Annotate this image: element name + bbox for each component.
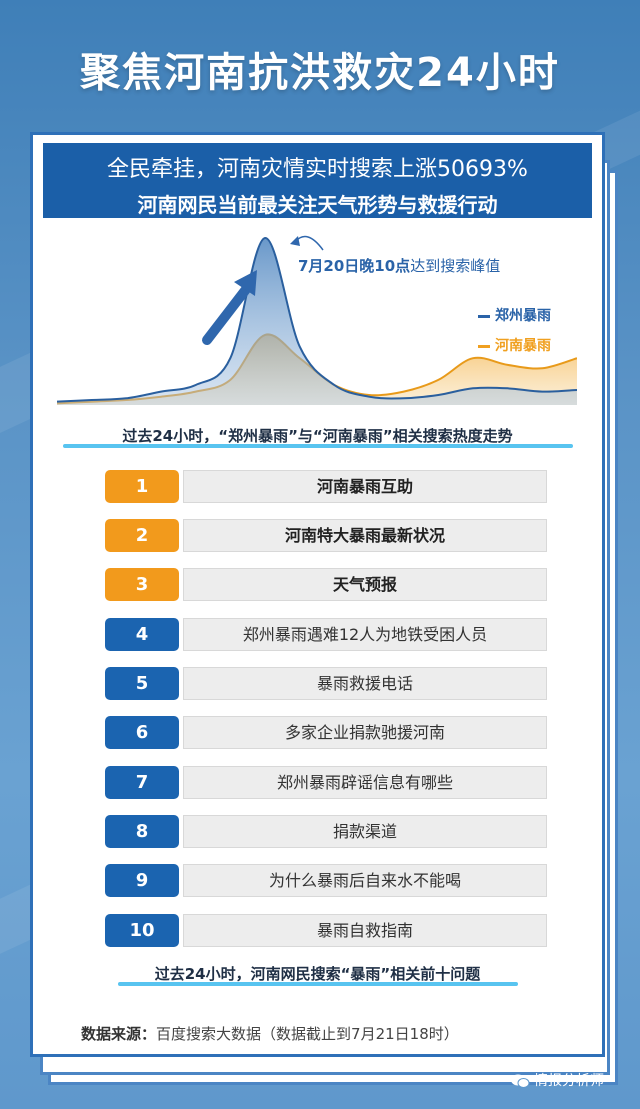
peak-pointer-head [290, 236, 300, 246]
list-item: 2 河南特大暴雨最新状况 [105, 519, 547, 552]
caption-underline [118, 982, 518, 986]
legend-label: 郑州暴雨 [495, 308, 551, 324]
list-item: 10 暴雨自救指南 [105, 914, 547, 947]
peak-annotation: 7月20日晚10点达到搜索峰值 [298, 255, 500, 276]
source-name: 百度搜索大数据 [156, 1025, 262, 1043]
source-label: 数据来源： [81, 1025, 157, 1043]
headline-banner: 全民牵挂，河南灾情实时搜索上涨50693% 河南网民当前最关注天气形势与救援行动 [43, 143, 592, 218]
rank-number: 6 [105, 716, 179, 749]
trend-caption: 过去24小时，“郑州暴雨”与“河南暴雨”相关搜索热度走势 [33, 425, 602, 448]
rank-text: 暴雨救援电话 [183, 667, 547, 700]
rank-text: 天气预报 [183, 568, 547, 601]
rank-number: 3 [105, 568, 179, 601]
info-card: 全民牵挂，河南灾情实时搜索上涨50693% 河南网民当前最关注天气形势与救援行动… [30, 132, 605, 1057]
rank-number: 2 [105, 519, 179, 552]
rank-number: 4 [105, 618, 179, 651]
rank-text: 郑州暴雨辟谣信息有哪些 [183, 766, 547, 799]
caption-text: 过去24小时，“郑州暴雨”与“河南暴雨”相关搜索热度走势 [122, 427, 513, 445]
rank-text: 捐款渠道 [183, 815, 547, 848]
rank-number: 10 [105, 914, 179, 947]
rank-number: 1 [105, 470, 179, 503]
wechat-icon [511, 1074, 530, 1088]
list-item: 9 为什么暴雨后自来水不能喝 [105, 864, 547, 897]
rank-number: 5 [105, 667, 179, 700]
ranking-caption: 过去24小时，河南网民搜索“暴雨”相关前十问题 [33, 963, 602, 986]
caption-text: 过去24小时，河南网民搜索“暴雨”相关前十问题 [154, 965, 481, 983]
trend-up-arrow-head [234, 270, 257, 296]
legend-swatch [478, 314, 490, 318]
list-item: 3 天气预报 [105, 568, 547, 601]
watermark-text: 情报分析师 [534, 1073, 604, 1089]
rank-text: 河南暴雨互助 [183, 470, 547, 503]
legend-item-zhengzhou: 郑州暴雨 [478, 305, 551, 325]
rank-text: 郑州暴雨遇难12人为地铁受困人员 [183, 618, 547, 651]
list-item: 6 多家企业捐款驰援河南 [105, 716, 547, 749]
list-item: 8 捐款渠道 [105, 815, 547, 848]
rank-number: 8 [105, 815, 179, 848]
series-line-zhengzhou [57, 237, 577, 403]
legend-item-henan: 河南暴雨 [478, 335, 551, 355]
headline-line-1: 全民牵挂，河南灾情实时搜索上涨50693% [107, 157, 528, 182]
series-area-henan [57, 334, 577, 405]
rank-text: 河南特大暴雨最新状况 [183, 519, 547, 552]
rank-text: 多家企业捐款驰援河南 [183, 716, 547, 749]
source-note: （数据截止到7月21日18时） [261, 1025, 459, 1043]
list-item: 7 郑州暴雨辟谣信息有哪些 [105, 766, 547, 799]
watermark: 情报分析师 [510, 1070, 604, 1090]
trend-chart [57, 235, 577, 405]
caption-underline [63, 444, 573, 448]
trend-up-arrow [202, 283, 252, 345]
legend-label: 河南暴雨 [495, 338, 551, 354]
peak-time: 7月20日晚10点 [298, 257, 411, 275]
headline-line-2: 河南网民当前最关注天气形势与救援行动 [137, 193, 498, 217]
data-source: 数据来源：百度搜索大数据（数据截止到7月21日18时） [81, 1023, 459, 1044]
page-title: 聚焦河南抗洪救灾24小时 [80, 50, 560, 96]
list-item: 4 郑州暴雨遇难12人为地铁受困人员 [105, 618, 547, 651]
rank-text: 暴雨自救指南 [183, 914, 547, 947]
rank-number: 7 [105, 766, 179, 799]
list-item: 1 河南暴雨互助 [105, 470, 547, 503]
rank-number: 9 [105, 864, 179, 897]
rank-text: 为什么暴雨后自来水不能喝 [183, 864, 547, 897]
legend-swatch [478, 344, 490, 348]
peak-text: 达到搜索峰值 [410, 257, 501, 275]
list-item: 5 暴雨救援电话 [105, 667, 547, 700]
